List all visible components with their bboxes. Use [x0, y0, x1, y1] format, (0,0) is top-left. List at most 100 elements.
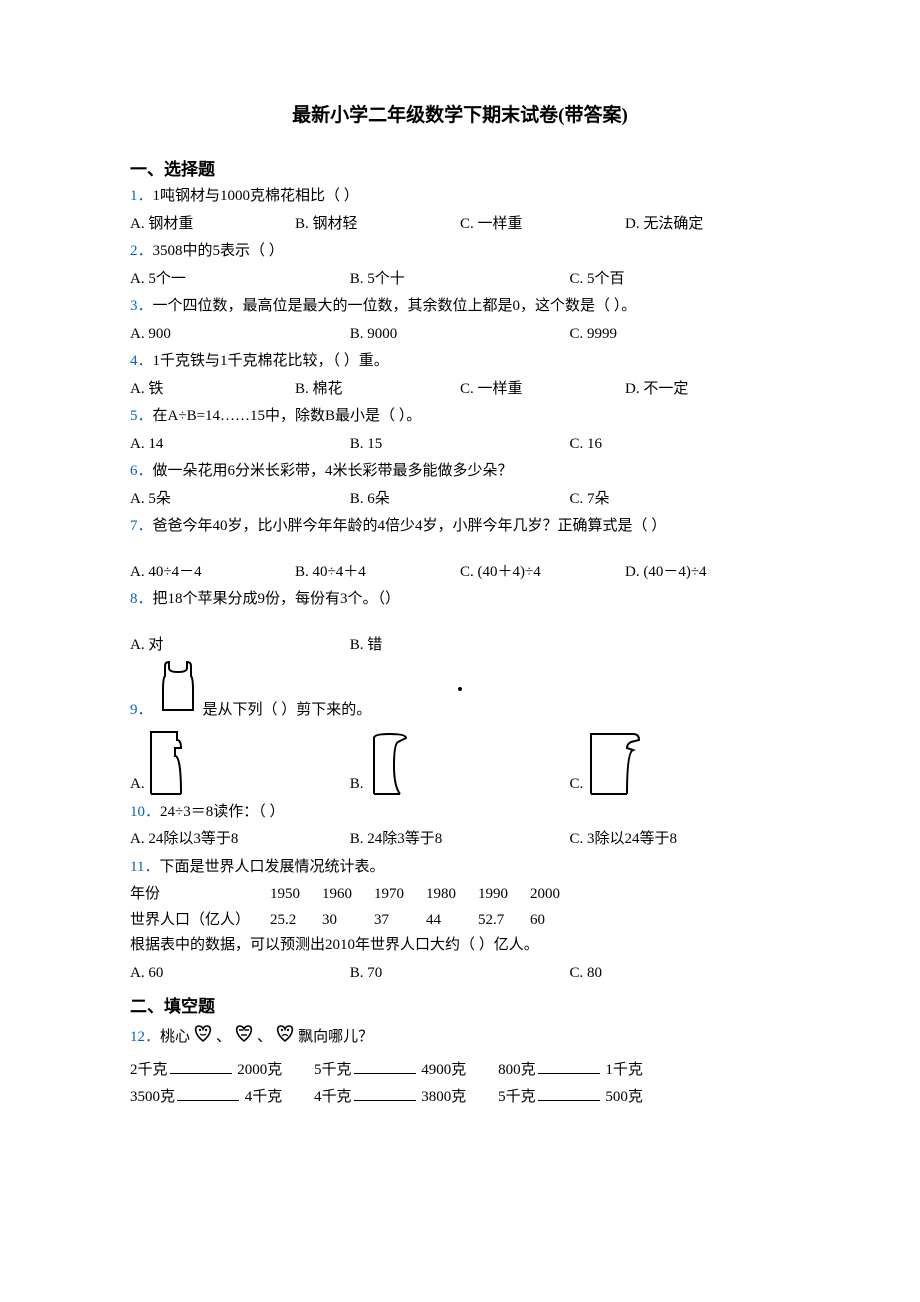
opt-1c: C. 一样重 [460, 212, 625, 238]
center-dot [452, 680, 468, 698]
val-0: 25.2 [270, 908, 322, 934]
opt-4b: B. 棉花 [295, 377, 460, 403]
question-3: 3．一个四位数，最高位是最大的一位数，其余数位上都是0，这个数是（ ）。 [130, 294, 790, 320]
val-4: 52.7 [478, 908, 530, 934]
val-2: 37 [374, 908, 426, 934]
opt-1b: B. 钢材轻 [295, 212, 460, 238]
shape-9a [145, 726, 220, 798]
f2l: 5千克 [314, 1062, 352, 1078]
opt-11c: C. 80 [570, 961, 790, 987]
f4r: 4千克 [245, 1089, 283, 1105]
blank [170, 1059, 232, 1074]
f1r: 2000克 [237, 1062, 282, 1078]
opt-3b: B. 9000 [350, 322, 570, 348]
options-3: A. 900 B. 9000 C. 9999 [130, 322, 790, 348]
question-5: 5．在A÷B=14……15中，除数B最小是（ ）。 [130, 404, 790, 430]
options-9: A. B. C. [130, 726, 790, 798]
shape-9c [583, 726, 658, 798]
question-6: 6．做一朵花用6分米长彩带，4米长彩带最多能做多少朵？ [130, 459, 790, 485]
table-header: 年份 1950 1960 1970 1980 1990 2000 [130, 882, 790, 908]
options-6: A. 5朵 B. 6朵 C. 7朵 [130, 487, 790, 513]
stem-7: 爸爸今年40岁，比小胖今年年龄的4倍少4岁，小胖今年几岁？正确算式是（ ） [153, 518, 667, 534]
stem-12-suffix: 飘向哪儿？ [298, 1025, 373, 1051]
question-11-sub: 根据表中的数据，可以预测出2010年世界人口大约（ ）亿人。 [130, 933, 790, 959]
fill-row-2: 3500克 4千克 4千克 3800克 5千克 500克 [130, 1084, 790, 1111]
year-0: 1950 [270, 882, 322, 908]
question-11: 11．下面是世界人口发展情况统计表。 [130, 855, 790, 881]
f3l: 800克 [498, 1062, 536, 1078]
opt-9a-label: A. [130, 772, 145, 798]
question-7: 7．爸爸今年40岁，比小胖今年年龄的4倍少4岁，小胖今年几岁？正确算式是（ ） [130, 514, 790, 540]
opt-11a: A. 60 [130, 961, 350, 987]
f4l: 3500克 [130, 1089, 175, 1105]
qnum-6: 6． [130, 463, 153, 479]
options-5: A. 14 B. 15 C. 16 [130, 432, 790, 458]
opt-5b: B. 15 [350, 432, 570, 458]
opt-3a: A. 900 [130, 322, 350, 348]
year-3: 1980 [426, 882, 478, 908]
stem-8: 把18个苹果分成9份，每份有3个。（） [153, 591, 401, 607]
stem-10: 24÷3＝8读作：（ ） [160, 804, 284, 820]
opt-1d: D. 无法确定 [625, 212, 790, 238]
section-2-header: 二、填空题 [130, 992, 790, 1017]
table-row: 世界人口（亿人） 25.2 30 37 44 52.7 60 [130, 908, 790, 934]
stem-6: 做一朵花用6分米长彩带，4米长彩带最多能做多少朵？ [153, 463, 513, 479]
opt-5c: C. 16 [570, 432, 790, 458]
question-1: 1．1吨钢材与1000克棉花相比（ ） [130, 184, 790, 210]
page-title: 最新小学二年级数学下期末试卷(带答案) [130, 100, 790, 127]
question-2: 2．3508中的5表示（ ） [130, 239, 790, 265]
question-4: 4．1千克铁与1千克棉花比较，（ ）重。 [130, 349, 790, 375]
stem-11: 下面是世界人口发展情况统计表。 [159, 859, 384, 875]
opt-9b: B. [350, 726, 570, 798]
f1l: 2千克 [130, 1062, 168, 1078]
opt-10c: C. 3除以24等于8 [570, 827, 790, 853]
spacer [130, 542, 790, 560]
heart-icon-3 [272, 1021, 298, 1055]
stem-12-prefix: 桃心 [160, 1025, 190, 1051]
qnum-11: 11． [130, 859, 159, 875]
blank [538, 1086, 600, 1101]
year-1: 1960 [322, 882, 374, 908]
qnum-9: 9． [130, 698, 153, 724]
qnum-10: 10． [130, 804, 160, 820]
stem-3: 一个四位数，最高位是最大的一位数，其余数位上都是0，这个数是（ ）。 [153, 298, 637, 314]
opt-3c: C. 9999 [570, 322, 790, 348]
stem-2: 3508中的5表示（ ） [153, 243, 284, 259]
opt-5a: A. 14 [130, 432, 350, 458]
options-10: A. 24除以3等于8 B. 24除3等于8 C. 3除以24等于8 [130, 827, 790, 853]
opt-9b-label: B. [350, 772, 364, 798]
fill-row-1: 2千克 2000克 5千克 4900克 800克 1千克 [130, 1057, 790, 1084]
val-3: 44 [426, 908, 478, 934]
year-5: 2000 [530, 882, 582, 908]
page: 最新小学二年级数学下期末试卷(带答案) 一、选择题 1．1吨钢材与1000克棉花… [0, 0, 920, 1302]
stem-11-sub: 根据表中的数据，可以预测出2010年世界人口大约（ ）亿人。 [130, 937, 539, 953]
year-4: 1990 [478, 882, 530, 908]
stem-4: 1千克铁与1千克棉花比较，（ ）重。 [153, 353, 389, 369]
opt-10a: A. 24除以3等于8 [130, 827, 350, 853]
opt-4a: A. 铁 [130, 377, 295, 403]
opt-8b: B. 错 [350, 633, 570, 659]
question-8: 8．把18个苹果分成9份，每份有3个。（） [130, 587, 790, 613]
opt-9a: A. [130, 726, 350, 798]
options-11: A. 60 B. 70 C. 80 [130, 961, 790, 987]
question-10: 10．24÷3＝8读作：（ ） [130, 800, 790, 826]
blank [354, 1059, 416, 1074]
f3r: 1千克 [605, 1062, 643, 1078]
shape-9b [364, 726, 439, 798]
options-2: A. 5个一 B. 5个十 C. 5个百 [130, 267, 790, 293]
heart-icon-2 [231, 1021, 257, 1055]
opt-4d: D. 不一定 [625, 377, 790, 403]
qnum-3: 3． [130, 298, 153, 314]
f5l: 4千克 [314, 1089, 352, 1105]
vest-icon [153, 660, 203, 724]
opt-8a: A. 对 [130, 633, 350, 659]
section-1-header: 一、选择题 [130, 155, 790, 180]
opt-7d: D. (40－4)÷4 [625, 560, 790, 586]
heart-icon-1 [190, 1021, 216, 1055]
qnum-4: 4． [130, 353, 153, 369]
stem-9: 是从下列（ ）剪下来的。 [203, 698, 372, 724]
year-2: 1970 [374, 882, 426, 908]
blank [354, 1086, 416, 1101]
question-12: 12． 桃心 、 、 飘向哪儿？ [130, 1021, 790, 1055]
options-8: A. 对 B. 错 [130, 633, 790, 659]
